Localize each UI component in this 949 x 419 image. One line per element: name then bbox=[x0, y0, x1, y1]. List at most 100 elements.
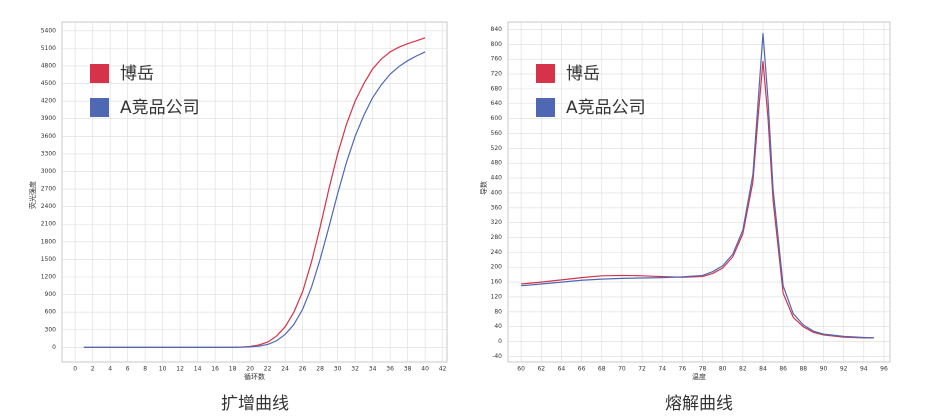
y-tick-label: 560 bbox=[491, 130, 503, 137]
legend-swatch bbox=[90, 98, 109, 117]
x-tick-label: 14 bbox=[194, 366, 202, 373]
y-tick-label: 760 bbox=[491, 56, 503, 63]
y-tick-label: 0 bbox=[52, 344, 56, 351]
x-tick-label: 76 bbox=[679, 366, 687, 373]
y-tick-label: 5400 bbox=[41, 27, 56, 34]
chart: 0300600900120015001800210024002700300033… bbox=[28, 21, 448, 414]
x-tick-label: 68 bbox=[598, 366, 606, 373]
y-tick-label: 900 bbox=[45, 291, 57, 298]
x-tick-label: 72 bbox=[638, 366, 646, 373]
y-tick-label: 400 bbox=[491, 189, 503, 196]
x-tick-label: 34 bbox=[369, 366, 377, 373]
x-tick-label: 36 bbox=[386, 366, 394, 373]
legend-label: 博岳 bbox=[120, 64, 154, 84]
y-tick-label: 3900 bbox=[41, 115, 56, 122]
legend-label: 博岳 bbox=[566, 64, 600, 84]
y-tick-label: 600 bbox=[45, 309, 57, 316]
x-tick-label: 62 bbox=[537, 366, 545, 373]
y-tick-label: 2400 bbox=[41, 203, 56, 210]
data-line bbox=[521, 33, 874, 339]
y-tick-label: 1500 bbox=[41, 256, 56, 263]
y-axis-label: 导数 bbox=[479, 181, 488, 195]
x-tick-label: 0 bbox=[73, 366, 77, 373]
y-tick-label: 720 bbox=[491, 71, 503, 78]
y-tick-label: 3300 bbox=[41, 150, 56, 157]
y-tick-label: 4800 bbox=[41, 62, 56, 69]
y-tick-label: 40 bbox=[494, 323, 502, 330]
plot-area bbox=[61, 21, 448, 363]
x-axis-label: 温度 bbox=[692, 372, 706, 381]
x-tick-label: 70 bbox=[618, 366, 626, 373]
x-tick-label: 32 bbox=[351, 366, 359, 373]
y-tick-label: 3000 bbox=[41, 168, 56, 175]
x-tick-label: 20 bbox=[246, 366, 254, 373]
y-tick-label: 520 bbox=[491, 145, 503, 152]
x-tick-label: 80 bbox=[719, 366, 727, 373]
y-tick-label: 2700 bbox=[41, 186, 56, 193]
x-tick-label: 30 bbox=[334, 366, 342, 373]
x-tick-label: 96 bbox=[880, 366, 888, 373]
y-tick-label: 640 bbox=[491, 100, 503, 107]
x-tick-label: 28 bbox=[316, 366, 324, 373]
data-line bbox=[83, 51, 426, 348]
x-tick-label: 22 bbox=[264, 366, 272, 373]
x-tick-label: 38 bbox=[404, 366, 412, 373]
y-tick-label: 600 bbox=[491, 115, 503, 122]
chart-title: 熔解曲线 bbox=[665, 394, 733, 414]
x-tick-label: 2 bbox=[91, 366, 95, 373]
y-tick-label: 280 bbox=[491, 234, 503, 241]
x-tick-label: 26 bbox=[299, 366, 307, 373]
plot-area bbox=[507, 21, 891, 363]
x-tick-label: 92 bbox=[840, 366, 848, 373]
y-tick-label: 2100 bbox=[41, 221, 56, 228]
x-tick-label: 86 bbox=[779, 366, 787, 373]
y-tick-label: 4500 bbox=[41, 80, 56, 87]
legend-label: A竞品公司 bbox=[566, 98, 646, 118]
y-tick-label: 160 bbox=[491, 279, 503, 286]
y-tick-label: 200 bbox=[491, 264, 503, 271]
x-tick-label: 12 bbox=[176, 366, 184, 373]
x-tick-label: 16 bbox=[211, 366, 219, 373]
x-axis-label: 循环数 bbox=[244, 372, 265, 381]
y-tick-label: 240 bbox=[491, 249, 503, 256]
y-tick-label: 480 bbox=[491, 160, 503, 167]
x-tick-label: 64 bbox=[558, 366, 566, 373]
y-axis-label: 荧光强度 bbox=[28, 181, 37, 209]
x-tick-label: 24 bbox=[281, 366, 289, 373]
x-tick-label: 60 bbox=[517, 366, 525, 373]
x-tick-label: 42 bbox=[439, 366, 447, 373]
y-tick-label: 300 bbox=[45, 326, 57, 333]
chart: -40 0 40 80 120 160 200 240 280 320 360 400 440 480 52… bbox=[479, 21, 891, 414]
y-tick-label: 80 bbox=[494, 308, 502, 315]
x-tick-label: 94 bbox=[860, 366, 868, 373]
y-tick-label: 800 bbox=[491, 41, 503, 48]
y-tick-label: 1800 bbox=[41, 238, 56, 245]
x-tick-label: 74 bbox=[658, 366, 666, 373]
y-tick-label: 0 bbox=[498, 338, 502, 345]
data-line bbox=[521, 60, 874, 339]
y-tick-label: 120 bbox=[491, 293, 503, 300]
x-tick-label: 18 bbox=[229, 366, 237, 373]
legend-label: A竞品公司 bbox=[120, 98, 200, 118]
x-tick-label: 10 bbox=[159, 366, 167, 373]
legend-swatch bbox=[536, 64, 555, 83]
y-tick-label: 680 bbox=[491, 85, 503, 92]
y-tick-label: 3600 bbox=[41, 133, 56, 140]
y-tick-label: 320 bbox=[491, 219, 503, 226]
y-tick-label: 4200 bbox=[41, 98, 56, 105]
x-tick-label: 66 bbox=[578, 366, 586, 373]
y-tick-label: 840 bbox=[491, 26, 503, 33]
x-tick-label: 8 bbox=[143, 366, 147, 373]
x-tick-label: 78 bbox=[699, 366, 707, 373]
x-tick-label: 6 bbox=[126, 366, 130, 373]
x-tick-label: 40 bbox=[421, 366, 429, 373]
x-tick-label: 84 bbox=[759, 366, 767, 373]
x-tick-label: 88 bbox=[799, 366, 807, 373]
y-tick-label: 360 bbox=[491, 204, 503, 211]
x-tick-label: 82 bbox=[739, 366, 747, 373]
y-tick-label: 440 bbox=[491, 175, 503, 182]
chart-title: 扩增曲线 bbox=[221, 394, 289, 414]
y-tick-label: 5100 bbox=[41, 45, 56, 52]
x-tick-label: 90 bbox=[820, 366, 828, 373]
